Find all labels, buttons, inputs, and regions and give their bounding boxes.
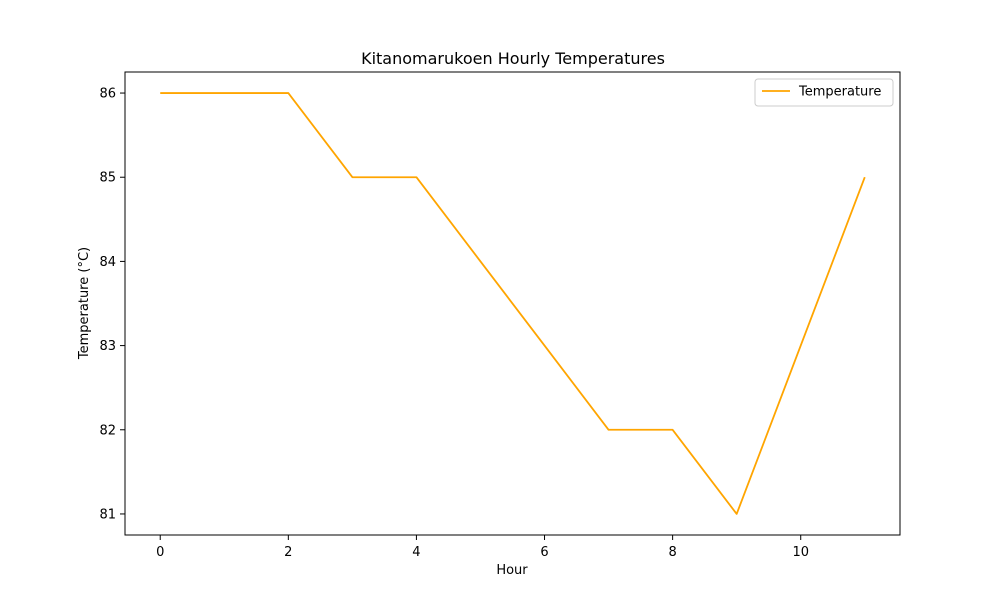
legend: Temperature [754,78,894,107]
y-tick-label: 85 [99,171,116,186]
x-tick-label: 8 [668,545,676,560]
y-axis-ticks: 81 82 83 84 85 86 [99,87,125,522]
x-tick-label: 2 [284,545,292,560]
y-tick-label: 83 [99,339,116,354]
x-tick-label: 10 [792,545,809,560]
y-tick-label: 86 [99,87,116,102]
x-axis-ticks: 0 2 4 6 8 10 [156,535,809,560]
chart-title: Kitanomarukoen Hourly Temperatures [361,49,665,68]
y-tick-label: 82 [99,423,116,438]
series-layer [160,92,866,515]
legend-label-temperature: Temperature [798,85,881,100]
series-line-temperature [160,92,866,515]
x-tick-label: 6 [540,545,548,560]
legend-box [754,78,894,107]
plot-frame [124,71,901,536]
y-tick-label: 84 [99,255,116,270]
x-axis-label: Hour [496,563,528,578]
y-tick-label: 81 [99,507,116,522]
y-axis-label: Temperature (°C) [77,247,92,360]
x-tick-label: 4 [412,545,420,560]
x-tick-label: 0 [156,545,164,560]
